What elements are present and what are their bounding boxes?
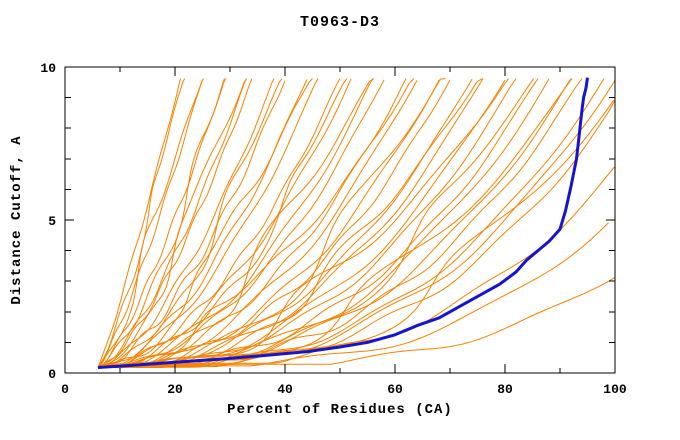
model-curve: [97, 222, 609, 368]
model-curve: [97, 78, 348, 368]
y-tick-label: 10: [40, 61, 56, 76]
tick-labels-group: 0 20 40 60 80 100 0 5 10: [40, 61, 627, 397]
best-model-curve-group: [97, 77, 589, 369]
x-axis-label: Percent of Residues (CA): [227, 402, 453, 418]
model-curve: [97, 78, 550, 368]
model-curve: [98, 99, 616, 368]
x-tick-label: 40: [277, 382, 293, 397]
model-curve: [98, 80, 418, 368]
model-curve: [97, 78, 225, 368]
chart-title: T0963-D3: [299, 14, 380, 31]
model-curve: [97, 78, 205, 368]
model-curve: [98, 78, 275, 368]
model-curve: [98, 166, 615, 368]
model-curve: [97, 78, 341, 368]
model-curve: [97, 80, 286, 368]
x-tick-label: 0: [61, 382, 69, 397]
model-curve: [98, 78, 283, 368]
model-curve: [97, 80, 616, 368]
model-curve: [97, 78, 247, 368]
model-curve: [98, 78, 510, 368]
x-tick-label: 100: [603, 382, 627, 397]
model-curve: [97, 79, 440, 368]
axes-group: [64, 66, 616, 374]
y-tick-label: 5: [48, 214, 56, 229]
model-curve: [97, 78, 247, 368]
model-curve: [98, 78, 352, 368]
model-curve: [97, 78, 483, 368]
x-tick-label: 60: [387, 382, 403, 397]
model-curve: [97, 78, 319, 368]
model-curve: [97, 78, 253, 368]
x-tick-label: 20: [167, 382, 183, 397]
model-curve: [98, 79, 506, 368]
model-curves-group: [97, 78, 616, 368]
x-tick-label: 80: [497, 382, 513, 397]
model-curve: [98, 78, 539, 368]
model-curve: [97, 78, 181, 368]
best-model-curve: [97, 77, 589, 369]
model-curve: [97, 276, 616, 368]
model-curve: [98, 79, 385, 368]
model-curve: [98, 78, 535, 368]
model-curve: [98, 79, 473, 368]
y-tick-label: 0: [48, 367, 56, 382]
y-axis-label: Distance Cutoff, A: [9, 135, 25, 305]
model-curve: [98, 78, 313, 368]
model-curve: [98, 78, 227, 368]
model-curve: [97, 79, 203, 368]
